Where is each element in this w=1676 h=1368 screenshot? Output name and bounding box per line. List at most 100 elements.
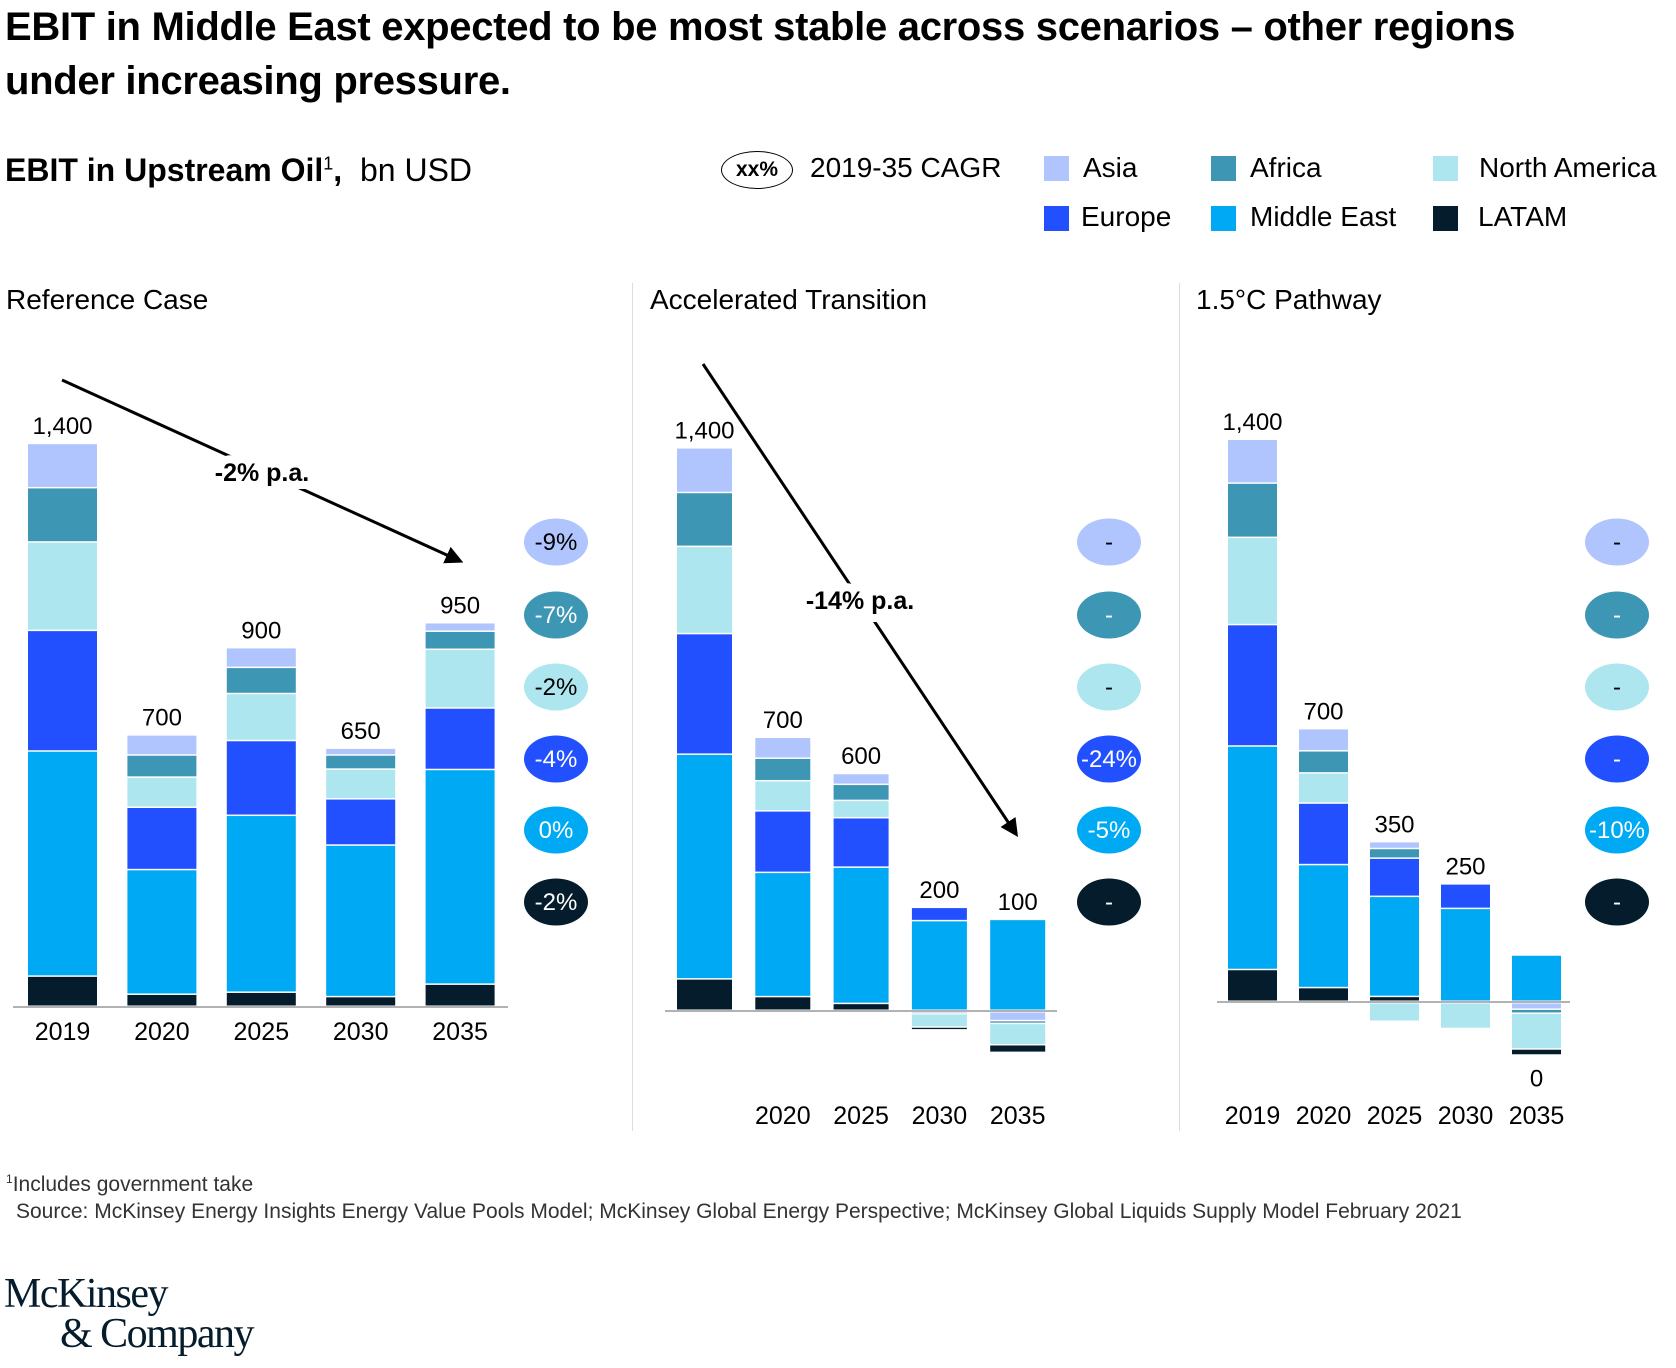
- x-tick-label: 2020: [755, 1102, 811, 1130]
- cagr-bubble-europe: [1585, 735, 1649, 783]
- bar-segment-latam: [326, 997, 396, 1006]
- cagr-value: -: [1613, 889, 1621, 916]
- bar-segment-europe: [1441, 884, 1490, 908]
- bar-segment-asia: [326, 748, 396, 755]
- cagr-value: -: [1105, 674, 1113, 701]
- bar-segment-north-america: [1228, 538, 1277, 624]
- total-label: 0: [1530, 1065, 1543, 1092]
- cagr-bubble-asia: [1077, 518, 1141, 566]
- bar-segment-middle-east: [1370, 897, 1419, 996]
- bar-segment-latam: [1228, 970, 1277, 1001]
- bar-segment-africa: [1228, 483, 1277, 537]
- bar-segment-europe: [1299, 803, 1348, 864]
- subtitle-footnote-mark: 1: [323, 153, 334, 174]
- total-label: 700: [763, 707, 803, 734]
- bar-segment-africa: [326, 755, 396, 769]
- total-label: 950: [440, 592, 480, 619]
- cagr-value: -: [1613, 674, 1621, 701]
- cagr-value: -7%: [535, 602, 578, 629]
- x-tick-label: 2025: [1367, 1102, 1423, 1130]
- chart-subtitle: EBIT in Upstream Oil1, bn USD: [5, 152, 472, 189]
- subtitle-unit: bn USD: [359, 152, 473, 188]
- cagr-key-oval: xx%: [721, 151, 793, 189]
- panel-divider: [1179, 283, 1180, 1131]
- total-label: 700: [1303, 698, 1343, 725]
- cagr-bubble-africa: [1585, 591, 1649, 639]
- logo-line-2: & Company: [60, 1311, 255, 1357]
- bar-segment-asia: [1370, 842, 1419, 848]
- bar-segment-latam: [755, 997, 811, 1010]
- bar-segment-north-america: [226, 694, 296, 740]
- footnote: 1Includes government take: [6, 1172, 253, 1197]
- bar-segment-north-america: [1512, 1013, 1561, 1049]
- legend-label-africa: Africa: [1250, 152, 1322, 183]
- cagr-bubble-latam: [1585, 878, 1649, 926]
- bar-segment-africa: [1370, 849, 1419, 858]
- x-tick-label: 2025: [833, 1102, 889, 1130]
- bar-segment-middle-east: [425, 770, 495, 984]
- total-label: 1,400: [674, 418, 734, 445]
- cagr-value: -: [1613, 746, 1621, 773]
- bar-segment-middle-east: [326, 845, 396, 996]
- bar-segment-latam: [833, 1004, 889, 1010]
- bar-segment-latam: [28, 976, 97, 1006]
- cagr-bubble-europe: [524, 735, 588, 783]
- bar-segment-asia: [28, 444, 97, 487]
- footnote-text: Includes government take: [12, 1173, 254, 1196]
- bar-segment-europe: [1228, 625, 1277, 746]
- bar-segment-latam: [1299, 988, 1348, 1001]
- bar-segment-asia: [425, 623, 495, 631]
- bar-segment-latam: [127, 994, 197, 1006]
- bar-segment-middle-east: [1299, 865, 1348, 987]
- x-tick-label: 2030: [1438, 1102, 1494, 1130]
- cagr-bubble-europe: [1077, 735, 1141, 783]
- bar-segment-europe: [226, 741, 296, 815]
- bar-segment-asia: [226, 648, 296, 667]
- bar-segment-north-america: [833, 801, 889, 817]
- bar-segment-asia: [1228, 440, 1277, 483]
- bar-segment-middle-east: [1512, 955, 1561, 1001]
- cagr-bubble-middle-east: [1585, 806, 1649, 854]
- x-tick-label: 2030: [333, 1018, 389, 1046]
- cagr-bubble-north-america: [1077, 663, 1141, 711]
- legend-swatch-africa: [1211, 156, 1236, 181]
- total-label: 200: [919, 877, 959, 904]
- cagr-value: -: [1613, 602, 1621, 629]
- legend-label-latam: LATAM: [1478, 201, 1568, 232]
- legend-label-middle-east: Middle East: [1250, 201, 1397, 232]
- bar-segment-middle-east: [1441, 909, 1490, 1001]
- bar-segment-europe: [911, 908, 967, 920]
- cagr-bubble-north-america: [524, 663, 588, 711]
- subtitle-comma: ,: [333, 152, 343, 188]
- cagr-value: -: [1105, 889, 1113, 916]
- cagr-value: -10%: [1589, 817, 1645, 844]
- bar-segment-latam: [425, 984, 495, 1006]
- cagr-bubble-asia: [524, 518, 588, 566]
- trend-annotation: -2% p.a.: [215, 459, 309, 487]
- subtitle-measure: EBIT in Upstream Oil: [5, 152, 324, 188]
- bar-segment-north-america: [326, 769, 396, 799]
- bar-segment-europe: [677, 634, 732, 754]
- bar-segment-latam: [990, 1045, 1046, 1052]
- panel-title-1-5c-pathway: 1.5°C Pathway: [1196, 284, 1382, 315]
- total-label: 1,400: [32, 413, 92, 440]
- bar-segment-middle-east: [990, 920, 1046, 1010]
- cagr-value: 0%: [539, 817, 574, 844]
- legend-swatch-asia: [1044, 156, 1069, 181]
- panel-divider: [632, 283, 633, 1131]
- legend-swatch-latam: [1433, 206, 1458, 231]
- cagr-bubble-africa: [1077, 591, 1141, 639]
- total-label: 100: [998, 889, 1038, 916]
- mckinsey-logo: McKinsey & Company: [4, 1273, 255, 1357]
- legend-label-europe: Europe: [1081, 201, 1172, 232]
- cagr-bubble-latam: [1077, 878, 1141, 926]
- bar-segment-middle-east: [127, 870, 197, 994]
- bar-segment-latam: [1512, 1049, 1561, 1055]
- cagr-bubble-middle-east: [524, 806, 588, 854]
- cagr-value: -2%: [535, 674, 578, 701]
- bar-segment-north-america: [28, 542, 97, 630]
- bar-segment-africa: [425, 631, 495, 649]
- legend-swatch-north-america: [1433, 156, 1458, 181]
- cagr-bubble-latam: [524, 878, 588, 926]
- bar-segment-latam: [1370, 997, 1419, 1001]
